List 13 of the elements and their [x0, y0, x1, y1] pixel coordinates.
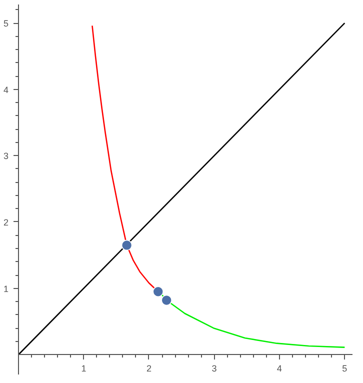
x-tick-label: 1 — [81, 364, 86, 374]
y-tick-label: 2 — [3, 217, 9, 228]
y-tick-label: 5 — [3, 18, 9, 29]
x-tick-label: 2 — [146, 364, 152, 374]
point — [161, 294, 172, 306]
x-tick-label: 3 — [212, 364, 217, 374]
x-tick-label: 5 — [342, 364, 348, 374]
point — [121, 240, 132, 251]
x-tick-label: 4 — [276, 364, 282, 374]
y-tick-label: 4 — [3, 84, 9, 95]
point — [152, 286, 164, 298]
y-tick-label: 1 — [3, 284, 9, 294]
y-tick-label: 3 — [3, 151, 9, 162]
